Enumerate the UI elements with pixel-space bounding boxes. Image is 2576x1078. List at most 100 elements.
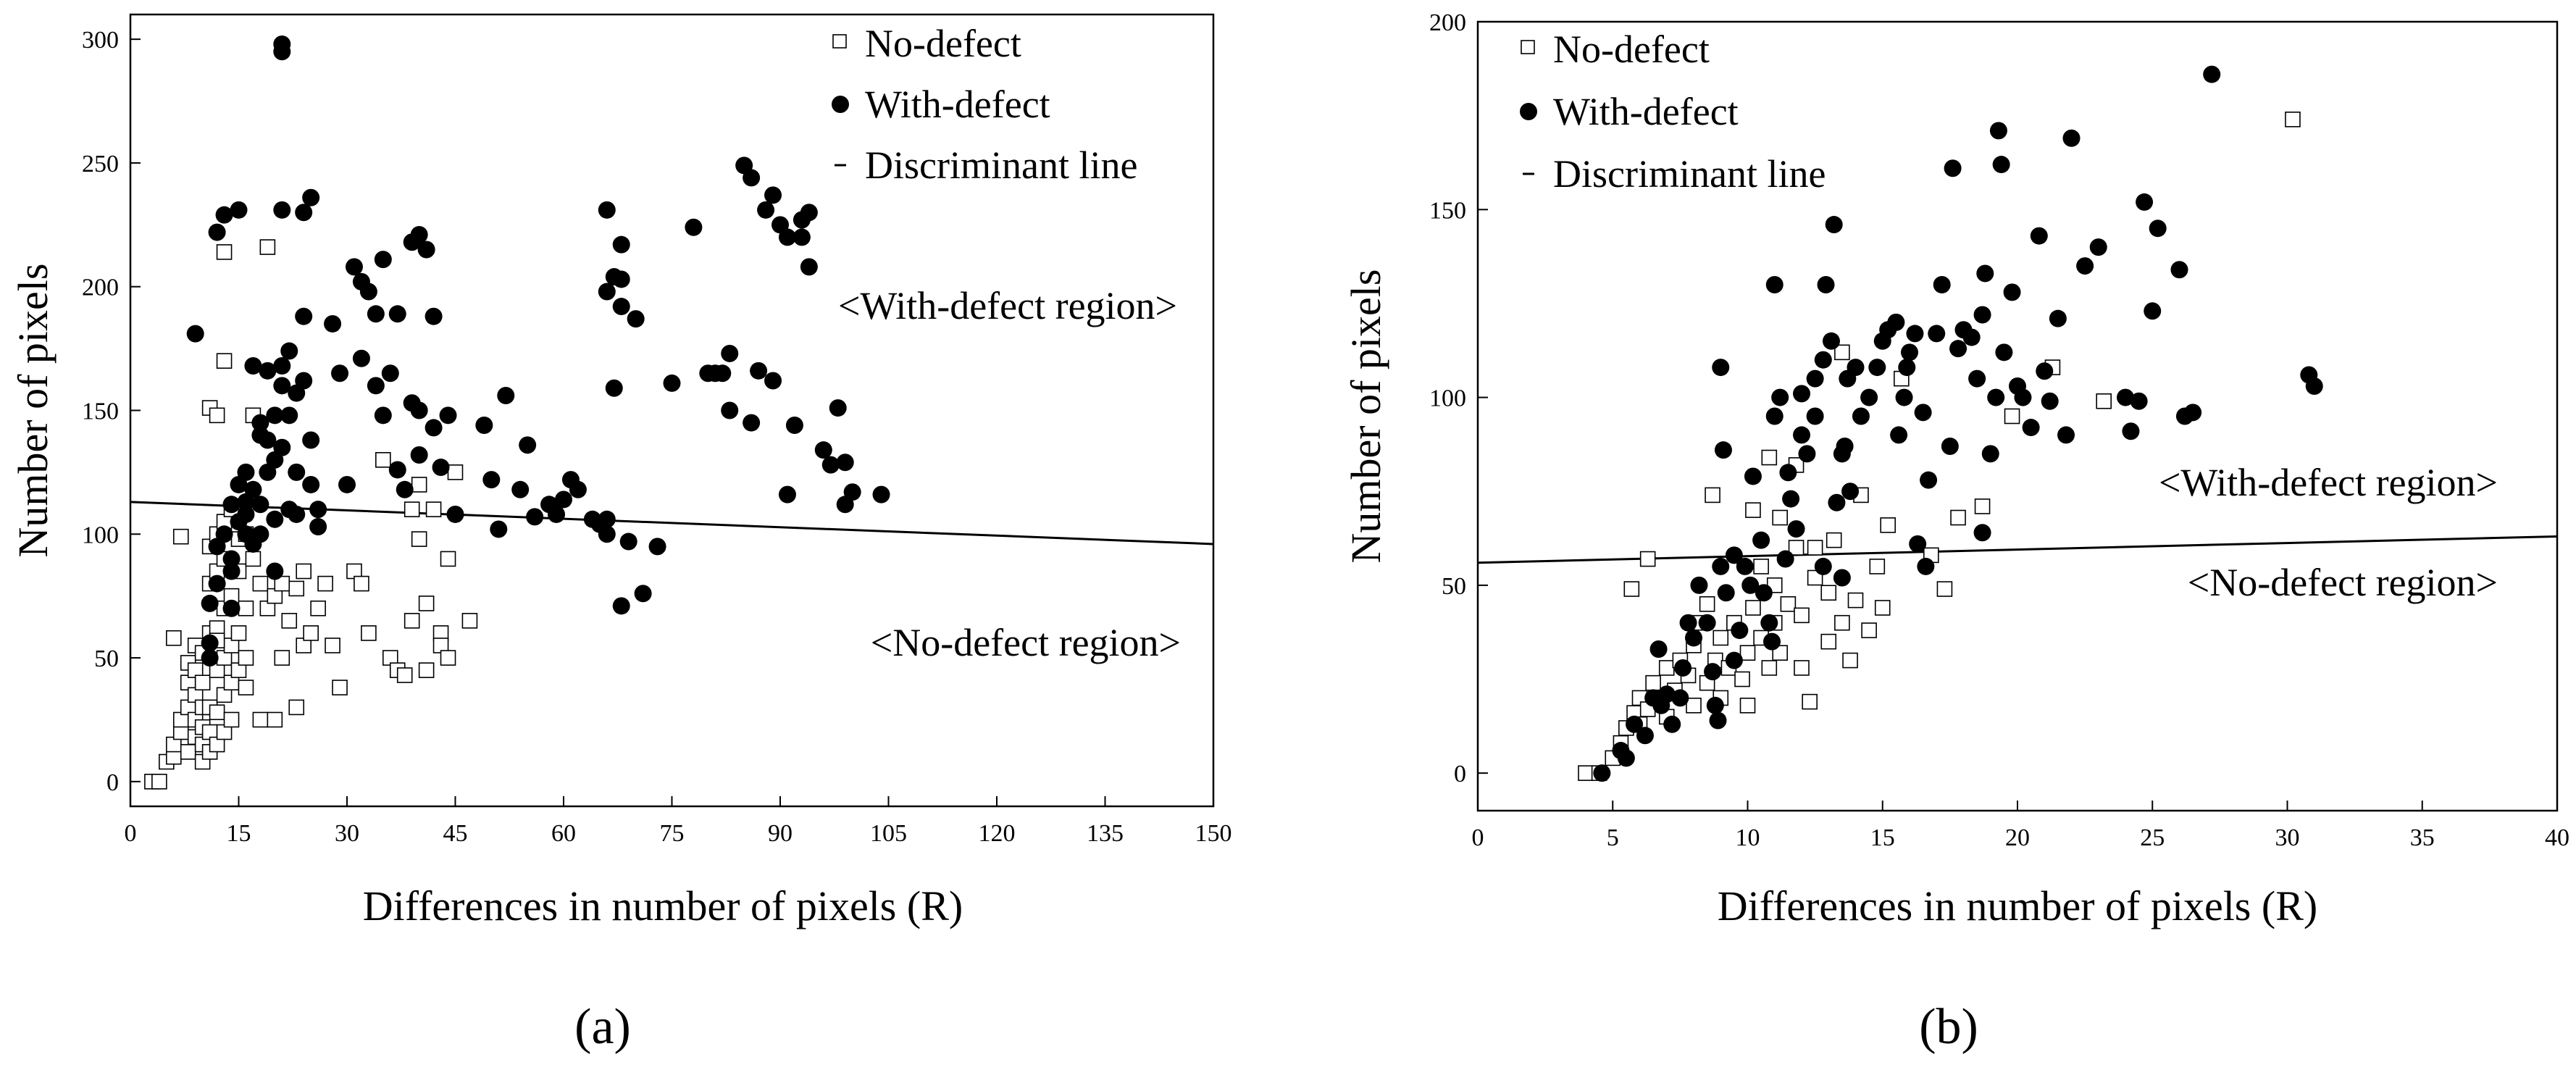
with-defect-point: [396, 480, 414, 498]
with-defect-point: [425, 307, 443, 325]
with-defect-point: [569, 480, 587, 498]
with-defect-point: [1755, 584, 1773, 602]
no-defect-point: [230, 625, 247, 641]
with-defect-point: [273, 357, 291, 375]
no-defect-point: [259, 239, 276, 255]
with-defect-point: [1860, 388, 1878, 406]
with-defect-point: [612, 270, 630, 288]
no-defect-point: [1820, 633, 1837, 650]
with-defect-point: [309, 501, 327, 519]
y-tick-label: 0: [1454, 761, 1466, 787]
no-defect-point: [440, 551, 456, 567]
with-defect-point: [273, 35, 291, 53]
no-defect-point: [238, 650, 254, 666]
with-defect-point: [1928, 325, 1946, 343]
no-defect-point: [1880, 517, 1896, 533]
with-defect-point: [1709, 711, 1727, 730]
with-defect-point: [1841, 482, 1860, 501]
with-defect-point: [266, 510, 284, 528]
with-defect-point: [2014, 388, 2032, 406]
no-defect-point: [1645, 674, 1661, 691]
no-defect-point: [252, 711, 269, 728]
with-defect-point: [215, 525, 233, 543]
no-defect-point: [418, 662, 435, 678]
with-defect-point: [1814, 557, 1832, 575]
with-defect-point: [2203, 65, 2221, 83]
with-defect-point: [186, 325, 204, 343]
with-defect-point: [201, 594, 219, 612]
with-defect-point: [1725, 546, 1743, 564]
x-tick-label: 75: [660, 820, 685, 847]
no-defect-point: [1788, 540, 1805, 556]
x-axis-title: Differences in number of pixels (R): [1718, 882, 2317, 929]
no-defect-point: [2285, 112, 2301, 128]
no-defect-point: [209, 407, 225, 424]
y-tick-label: 0: [106, 769, 119, 796]
no-defect-point: [151, 774, 167, 790]
with-defect-point: [1814, 351, 1832, 369]
x-tick-label: 135: [1087, 820, 1124, 847]
no-defect-point: [1874, 600, 1891, 616]
with-defect-point: [490, 520, 508, 538]
no-defect-point: [209, 704, 225, 721]
x-tick-label: 45: [443, 820, 468, 847]
with-defect-point: [764, 372, 782, 390]
no-defect-point: [1713, 630, 1729, 646]
with-defect-point: [2076, 257, 2094, 275]
with-defect-point: [295, 372, 313, 390]
with-defect-point: [1617, 749, 1635, 767]
y-tick-label: 100: [82, 522, 119, 548]
with-defect-point: [1674, 659, 1692, 677]
with-defect-point: [612, 235, 630, 254]
with-defect-point: [1944, 159, 1962, 177]
x-tick-label: 35: [2410, 824, 2435, 851]
with-defect-point: [1989, 122, 2007, 140]
with-defect-point: [2049, 309, 2067, 327]
with-defect-point: [367, 377, 385, 395]
x-tick-label: 90: [768, 820, 793, 847]
with-defect-point: [273, 377, 291, 395]
with-defect-point: [273, 438, 291, 456]
no-defect-point: [1761, 449, 1778, 466]
with-defect-point: [1833, 569, 1851, 587]
no-defect-point: [1807, 569, 1823, 586]
with-defect-point: [1828, 493, 1846, 511]
with-defect-point: [1933, 276, 1951, 293]
with-defect-point: [208, 223, 226, 241]
y-tick-label: 50: [1442, 573, 1466, 600]
x-tick-label: 0: [125, 820, 137, 847]
with-defect-point: [439, 406, 457, 425]
y-axis-title: Number of pixels: [1342, 270, 1389, 564]
with-defect-point: [1847, 359, 1865, 377]
y-tick-label: 250: [82, 151, 119, 177]
with-defect-point: [222, 550, 241, 568]
with-defect-point: [410, 225, 428, 243]
with-defect-point: [1712, 359, 1730, 377]
with-defect-point: [1798, 445, 1816, 463]
with-defect-point: [1787, 520, 1805, 538]
with-defect-point: [1806, 369, 1824, 388]
y-axis-title: Number of pixels: [9, 264, 57, 558]
x-tick-label: 30: [335, 820, 359, 847]
x-tick-label: 15: [1870, 824, 1895, 851]
discriminant-line: [1477, 535, 2558, 564]
no-defect-point: [325, 638, 340, 653]
legend-label: No-defect: [865, 22, 1021, 65]
no-defect-point: [1739, 645, 1756, 661]
with-defect-point: [1765, 407, 1783, 425]
with-defect-point: [295, 204, 313, 222]
with-defect-point: [359, 283, 377, 301]
with-defect-point: [381, 364, 399, 383]
with-defect-point: [764, 186, 782, 204]
with-defect-point: [1825, 216, 1843, 234]
no-defect-point: [267, 711, 283, 728]
with-defect-point: [288, 463, 306, 481]
with-defect-point: [1765, 276, 1783, 293]
legend-circle-icon: [832, 96, 849, 113]
with-defect-point: [280, 342, 298, 360]
with-defect-point: [1941, 437, 1959, 455]
with-defect-point: [1663, 715, 1681, 733]
with-defect-point: [2122, 422, 2140, 440]
with-defect-point: [1992, 156, 2010, 174]
with-defect-point: [743, 169, 761, 187]
